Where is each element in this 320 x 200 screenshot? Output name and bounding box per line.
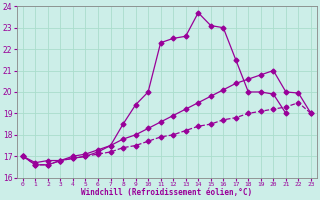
X-axis label: Windchill (Refroidissement éolien,°C): Windchill (Refroidissement éolien,°C) xyxy=(81,188,252,197)
